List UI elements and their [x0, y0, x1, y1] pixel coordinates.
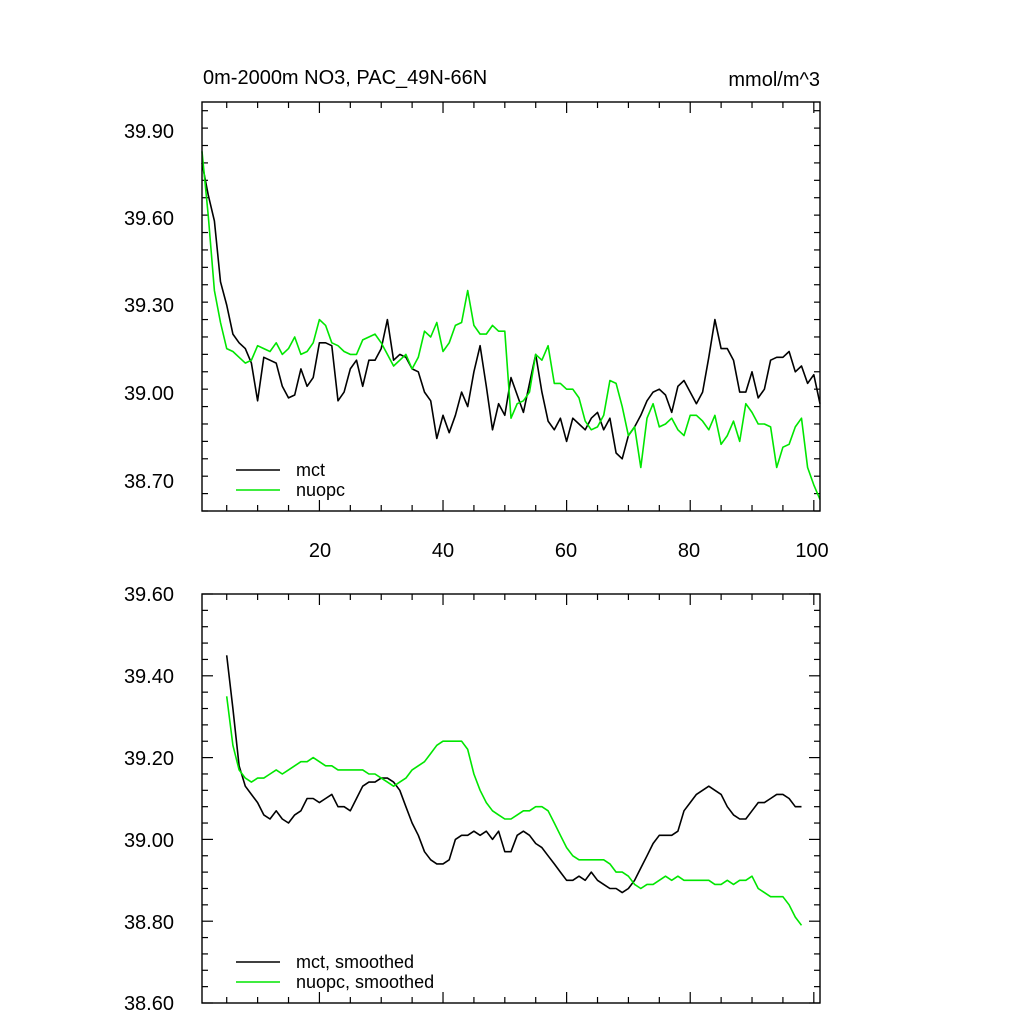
bottom-series-group [225, 655, 803, 926]
bottom-y-tick-labels: 39.60 39.40 39.20 39.00 38.80 38.60 [124, 584, 174, 1015]
chart-title: 0m-2000m NO3, PAC_49N-66N [203, 67, 487, 89]
bottom-y-tick-label: 39.20 [124, 748, 174, 770]
top-y-tick-label: 39.00 [124, 383, 174, 405]
bottom-series-mct-smoothed [225, 655, 802, 894]
bottom-panel: 39.60 39.40 39.20 39.00 38.80 38.60 mct,… [124, 584, 821, 1015]
legend-label-mct-smoothed: mct, smoothed [296, 952, 414, 972]
bottom-plot-frame [201, 593, 821, 1004]
top-y-tick-labels: 39.90 39.60 39.30 39.00 38.70 [124, 121, 174, 493]
top-legend: mct nuopc [236, 460, 345, 500]
top-x-tick-label: 20 [309, 540, 331, 562]
top-y-tick-label: 39.90 [124, 121, 174, 143]
top-y-tick-label: 39.30 [124, 295, 174, 317]
units-label: mmol/m^3 [728, 69, 820, 91]
legend-label-nuopc: nuopc [296, 480, 345, 500]
top-series-mct [201, 162, 821, 460]
legend-label-nuopc-smoothed: nuopc, smoothed [296, 972, 434, 992]
bottom-tick-group [202, 593, 820, 1004]
bottom-legend: mct, smoothed nuopc, smoothed [236, 952, 434, 992]
top-panel: 0m-2000m NO3, PAC_49N-66N mmol/m^3 39.90… [124, 67, 829, 562]
top-x-tick-label: 60 [555, 540, 577, 562]
bottom-y-tick-label: 39.00 [124, 830, 174, 852]
top-series-group [201, 151, 821, 500]
top-x-tick-label: 100 [795, 540, 828, 562]
bottom-y-tick-label: 38.60 [124, 993, 174, 1015]
bottom-y-tick-label: 38.80 [124, 912, 174, 934]
bottom-y-tick-label: 39.60 [124, 584, 174, 606]
top-y-tick-label: 39.60 [124, 208, 174, 230]
legend-label-mct: mct [296, 460, 325, 480]
top-x-tick-label: 80 [678, 540, 700, 562]
top-plot-frame [201, 101, 821, 512]
top-x-tick-label: 40 [432, 540, 454, 562]
bottom-y-tick-label: 39.40 [124, 666, 174, 688]
top-x-tick-labels: 20 40 60 80 100 [309, 540, 829, 562]
top-y-tick-label: 38.70 [124, 471, 174, 493]
bottom-series-nuopc-smoothed [225, 696, 803, 926]
top-series-nuopc [201, 151, 821, 500]
